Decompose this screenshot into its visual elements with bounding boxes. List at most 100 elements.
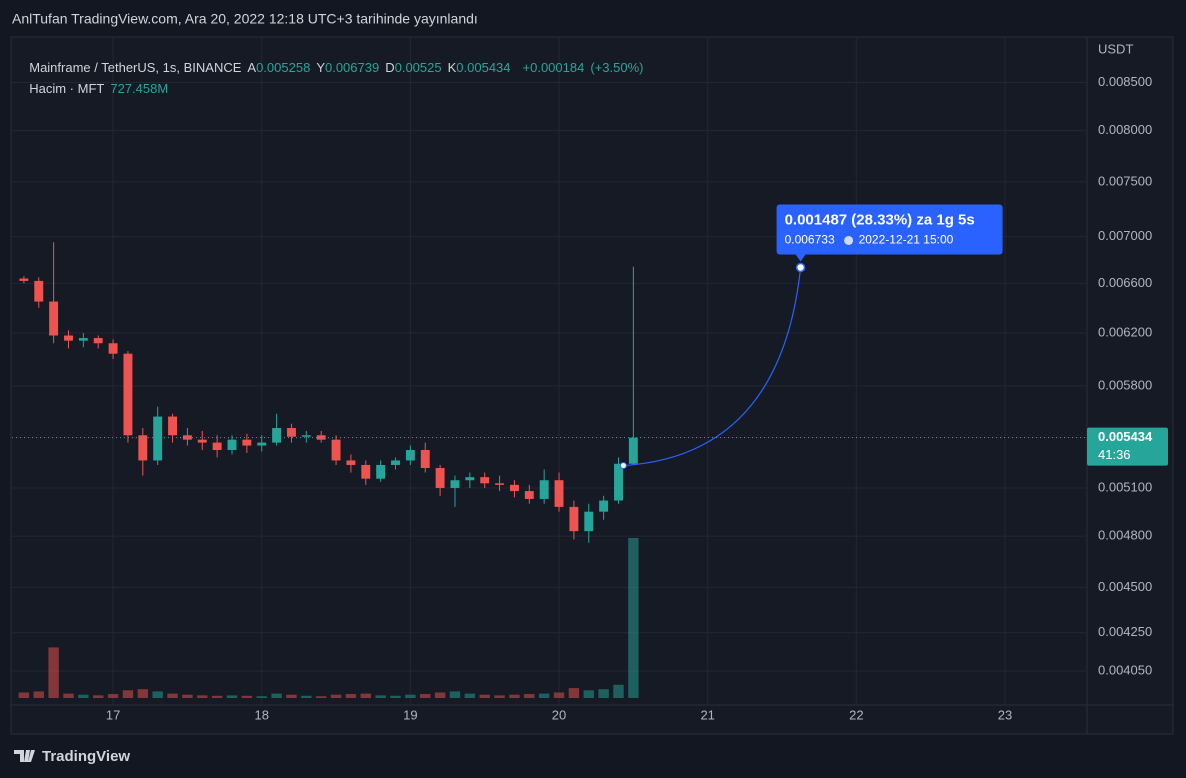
candle-body [168, 416, 178, 436]
volume-bar [211, 695, 223, 698]
ohlc-key: K [447, 60, 457, 75]
volume-bar [509, 694, 520, 698]
candle-body [138, 435, 148, 461]
volume-bar [538, 693, 550, 698]
volume-bar [256, 696, 267, 698]
last-price-label: 0.005434 [1098, 429, 1153, 444]
volume-bar [122, 690, 134, 698]
y-tick-label: 0.008000 [1098, 122, 1152, 137]
candle-body [614, 463, 623, 501]
candle-body [316, 435, 326, 440]
volume-bar [271, 693, 282, 698]
volume-bar [598, 689, 609, 698]
volume-bar [524, 694, 535, 698]
change: +0.000184 [522, 60, 585, 75]
volume-bar [286, 694, 297, 698]
y-tick-label: 0.007500 [1098, 173, 1152, 188]
candle-body [628, 437, 638, 464]
change-pct: (+3.50%) [590, 60, 644, 75]
y-tick-label: 0.004250 [1098, 624, 1152, 639]
volume-bar [345, 694, 357, 698]
y-tick-label: 0.004050 [1098, 662, 1152, 677]
volume-bar [137, 689, 149, 698]
projection-start [619, 462, 627, 470]
candle-body [599, 500, 609, 512]
candle-body [19, 278, 29, 281]
volume-bar [553, 692, 565, 698]
candle-body [495, 483, 505, 485]
symbol: Mainframe / TetherUS, 1s, BINANCE [29, 60, 242, 75]
candle-body [361, 464, 371, 479]
annotation-pointer [795, 254, 806, 262]
candle-body [64, 335, 73, 341]
candle-body [346, 460, 356, 465]
candle-body [257, 442, 267, 446]
volume-bar [479, 694, 490, 698]
annotation-price: 0.006733 [785, 233, 835, 247]
volume-bar [449, 691, 461, 698]
y-tick-label: 0.006600 [1098, 275, 1152, 290]
ohlc-value: 0.006739 [324, 60, 380, 75]
y-tick-label: 0.005800 [1098, 377, 1152, 392]
candle-body [242, 439, 252, 446]
y-tick-label: 0.008500 [1098, 74, 1152, 89]
logo [14, 750, 35, 762]
candle-body [480, 477, 490, 484]
volume-bar [613, 684, 624, 698]
candle-body [465, 477, 475, 481]
volume-bar [568, 688, 580, 698]
volume-bar [494, 695, 505, 698]
annotation-time: 2022-12-21 15:00 [859, 233, 954, 247]
volume-bar [78, 694, 89, 698]
volume-bar [48, 647, 59, 698]
volume-bar [628, 537, 639, 698]
volume-bar [405, 694, 416, 698]
candle-body [153, 416, 163, 461]
candle-body [272, 428, 282, 443]
volume-bar [241, 695, 253, 698]
candle-body [376, 464, 386, 479]
ohlc: A0.005258 Y0.006739 D0.00525 K0.005434 [247, 60, 516, 75]
volume-bar [18, 692, 30, 698]
x-tick-label: 19 [403, 707, 417, 722]
y-tick-label: 0.005100 [1098, 479, 1152, 494]
x-tick-label: 17 [106, 707, 120, 722]
volume-bar [434, 692, 446, 698]
candle-body [78, 338, 88, 341]
volume-bar [301, 695, 312, 698]
volume-bar [182, 694, 193, 698]
volume-bar [390, 695, 401, 698]
candle-body [539, 480, 549, 499]
y-tick-label: 0.004500 [1098, 579, 1152, 594]
annotation-text: 0.001487 (28.33%) za 1g 5s [785, 211, 975, 228]
volume-bar [315, 696, 327, 698]
ohlc-value: 0.00525 [394, 60, 442, 75]
candle-body [554, 480, 564, 507]
last-price-box [1087, 427, 1168, 466]
annotation-box [776, 204, 1003, 255]
volume-bar [167, 693, 178, 698]
ohlc-value: 0.005434 [456, 60, 511, 75]
volume-bar [330, 694, 342, 698]
y-tick-label: 0.007000 [1098, 228, 1152, 243]
volume-legend: Hacim · MFT 727.458M [22, 66, 174, 96]
volume-bar [420, 694, 431, 698]
brand: TradingView [42, 748, 130, 765]
y-unit: USDT [1098, 41, 1133, 56]
x-tick-label: 21 [700, 707, 714, 722]
volume-bar [464, 693, 476, 698]
volume-bar [375, 695, 386, 698]
candle-body [227, 439, 237, 450]
candle-body [49, 301, 59, 336]
y-tick-label: 0.004800 [1098, 528, 1152, 543]
candle-body [509, 484, 519, 492]
projection-curve [623, 267, 802, 467]
projection-end [795, 262, 806, 273]
volume-bar [63, 693, 74, 698]
volume-bar [33, 691, 44, 698]
volume-bar [583, 690, 594, 698]
candle-body [123, 353, 133, 436]
page-title: AnlTufan TradingView.com, Ara 20, 2022 1… [12, 11, 478, 27]
x-tick-label: 23 [998, 707, 1012, 722]
